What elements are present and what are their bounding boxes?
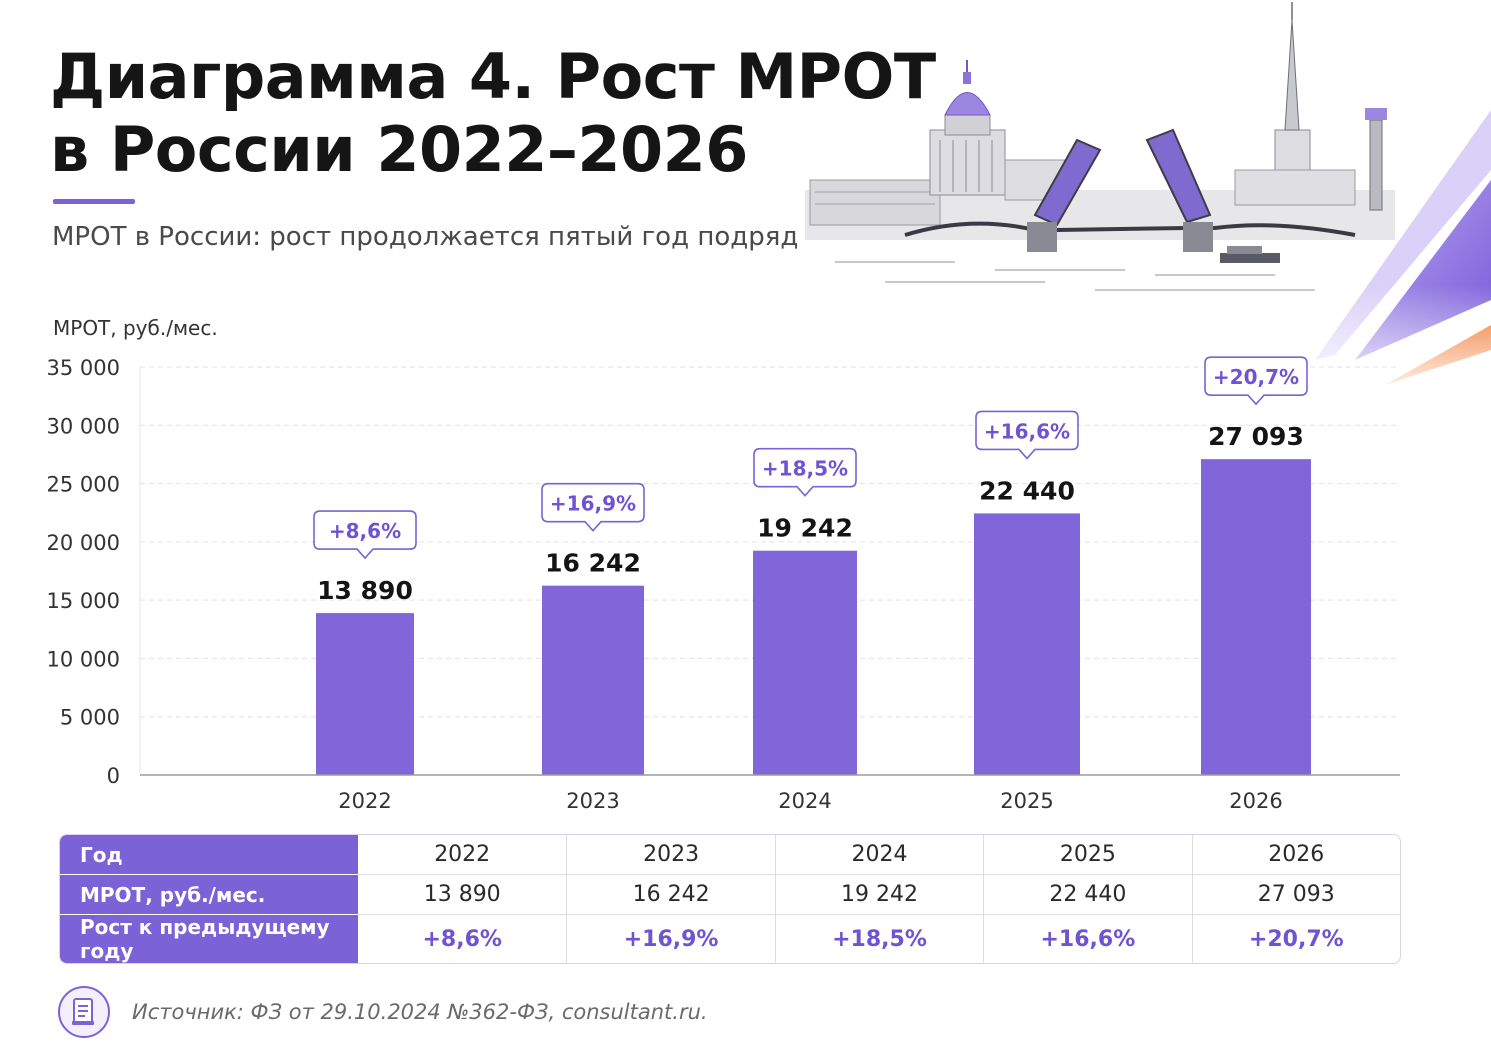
page-title: Диаграмма 4. Рост МРОТ в России 2022–202… [50, 40, 936, 186]
growth-callout: +20,7% [1204, 356, 1308, 406]
growth-callout-box [541, 482, 645, 532]
growth-callout: +18,5% [753, 447, 857, 497]
y-tick-label: 25 000 [47, 473, 120, 497]
growth-label: +8,6% [329, 519, 401, 543]
row-header-year: Год [60, 835, 358, 875]
bars: 13 890 +8,6% 16 242 +16,9% 19 242 +18,5% 22 44… [313, 356, 1311, 775]
y-tick-label: 0 [107, 764, 120, 788]
x-tick-label: 2024 [778, 789, 831, 813]
growth-label: +16,6% [984, 419, 1070, 443]
growth-callout-box [975, 410, 1079, 460]
growth-label: +16,9% [550, 492, 636, 516]
growth-callout-box [1204, 356, 1308, 406]
x-tick-label: 2025 [1000, 789, 1053, 813]
table-cell-year: 2022 [358, 835, 567, 875]
y-tick-label: 5 000 [60, 706, 120, 730]
table-cell-growth: +16,6% [983, 915, 1191, 963]
y-tick-label: 10 000 [47, 647, 120, 671]
y-tick-label: 15 000 [47, 589, 120, 613]
bar-value-label: 13 890 [317, 576, 413, 605]
table-cell-year: 2023 [566, 835, 775, 875]
city-illustration [795, 2, 1491, 400]
growth-callout: +16,9% [541, 482, 645, 532]
y-tick-label: 35 000 [47, 356, 120, 380]
bar [1201, 459, 1311, 775]
title-line-2: в России 2022–2026 [50, 113, 748, 186]
bar-value-label: 27 093 [1208, 422, 1304, 451]
x-tick-label: 2026 [1229, 789, 1282, 813]
title-accent-bar [53, 199, 135, 204]
bar-chart: МРОТ, руб./мес. 0 5 000 10 000 15 000 20 000… [0, 300, 1491, 830]
data-table: Год 2022 2023 2024 2025 2026 МРОТ, руб./… [59, 834, 1401, 964]
page-subtitle: МРОТ в России: рост продолжается пятый г… [52, 222, 799, 252]
x-axis-ticks: 2022 2023 2024 2025 2026 [338, 789, 1282, 813]
growth-callout-box [753, 447, 857, 497]
row-header-growth: Рост к предыдущему году [60, 915, 358, 963]
bar [542, 585, 644, 775]
y-axis-ticks: 0 5 000 10 000 15 000 20 000 25 000 30 000 35 0… [47, 356, 120, 788]
title-line-1: Диаграмма 4. Рост МРОТ [50, 40, 936, 113]
table-cell-value: 13 890 [358, 875, 567, 915]
table-cell-value: 22 440 [983, 875, 1192, 915]
document-icon [58, 986, 110, 1038]
table-cell-value: 19 242 [774, 875, 984, 915]
growth-callout-box [313, 510, 417, 560]
bar [316, 613, 414, 775]
y-tick-label: 30 000 [47, 414, 120, 438]
table-cell-year: 2026 [1191, 835, 1400, 875]
x-tick-label: 2022 [338, 789, 391, 813]
y-axis-title: МРОТ, руб./мес. [53, 316, 218, 340]
bar-value-label: 22 440 [979, 476, 1075, 505]
x-tick-label: 2023 [566, 789, 619, 813]
bar [753, 550, 857, 775]
table-cell-growth: +8,6% [422, 926, 502, 952]
table-cell-value: 27 093 [1191, 875, 1400, 915]
table-cell-value: 16 242 [566, 875, 775, 915]
table-cell-year: 2025 [983, 835, 1192, 875]
table-cell-growth: +18,5% [774, 915, 983, 963]
bar-value-label: 19 242 [757, 514, 853, 543]
table-cell-growth: +16,9% [566, 915, 774, 963]
y-tick-label: 20 000 [47, 531, 120, 555]
source-text: Источник: ФЗ от 29.10.2024 №362-ФЗ, cons… [132, 1000, 708, 1024]
growth-callout: +16,6% [975, 410, 1079, 460]
bar [974, 513, 1080, 775]
bar-value-label: 16 242 [545, 549, 641, 578]
table-cell-growth: +20,7% [1191, 915, 1400, 963]
source-note: Источник: ФЗ от 29.10.2024 №362-ФЗ, cons… [58, 986, 708, 1038]
growth-label: +20,7% [1213, 365, 1299, 389]
table-cell-year: 2024 [774, 835, 984, 875]
chart-canvas: МРОТ, руб./мес. 0 5 000 10 000 15 000 20 000… [47, 316, 1400, 813]
row-header-mrot: МРОТ, руб./мес. [60, 875, 358, 915]
growth-callout: +8,6% [313, 510, 417, 560]
growth-label: +18,5% [762, 457, 848, 481]
